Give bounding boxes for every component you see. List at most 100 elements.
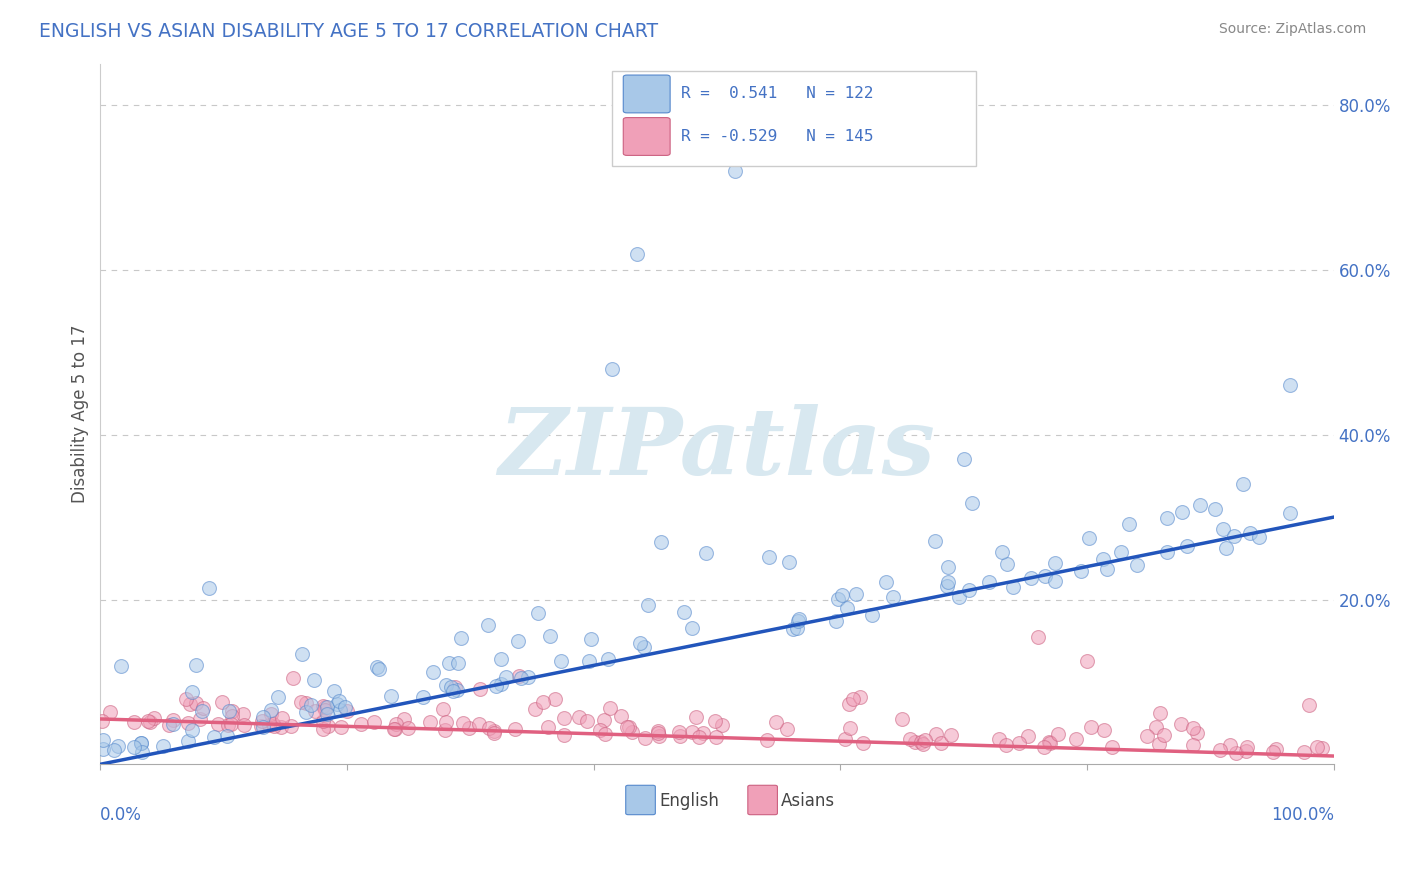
Text: English: English — [659, 792, 718, 810]
Point — [260, 706, 283, 721]
Point — [778, 556, 800, 570]
Point — [924, 533, 946, 548]
Point — [315, 699, 337, 714]
Point — [711, 717, 734, 731]
Point — [312, 722, 335, 736]
Point — [215, 729, 238, 743]
Point — [382, 723, 405, 737]
Point — [650, 534, 672, 549]
Point — [1239, 525, 1261, 540]
Point — [363, 714, 385, 729]
Point — [181, 723, 204, 737]
Point — [838, 697, 860, 711]
Point — [1046, 726, 1069, 740]
Point — [103, 743, 125, 757]
Point — [491, 652, 513, 666]
Point — [152, 739, 174, 754]
Point — [1026, 630, 1049, 644]
Point — [1264, 741, 1286, 756]
Text: ENGLISH VS ASIAN DISABILITY AGE 5 TO 17 CORRELATION CHART: ENGLISH VS ASIAN DISABILITY AGE 5 TO 17 … — [39, 22, 658, 41]
Point — [468, 717, 491, 731]
Point — [350, 717, 373, 731]
Point — [271, 711, 294, 725]
Point — [110, 659, 132, 673]
Point — [544, 692, 567, 706]
Point — [478, 722, 501, 736]
Point — [232, 718, 254, 732]
Point — [98, 705, 121, 719]
Point — [845, 587, 868, 601]
Point — [952, 452, 974, 467]
Point — [290, 695, 312, 709]
Point — [336, 704, 359, 718]
Point — [131, 745, 153, 759]
Point — [1234, 744, 1257, 758]
Text: Source: ZipAtlas.com: Source: ZipAtlas.com — [1219, 22, 1367, 37]
Point — [366, 660, 388, 674]
Point — [184, 696, 207, 710]
Point — [434, 723, 457, 737]
Point — [1118, 517, 1140, 532]
Point — [626, 246, 648, 260]
Point — [1149, 706, 1171, 720]
Point — [260, 703, 283, 717]
Point — [957, 583, 980, 598]
Point — [848, 690, 870, 704]
Point — [333, 699, 356, 714]
Point — [434, 678, 457, 692]
Point — [314, 699, 336, 714]
Point — [221, 709, 243, 723]
Point — [263, 719, 285, 733]
Point — [527, 606, 550, 620]
Point — [323, 684, 346, 698]
Point — [991, 544, 1014, 558]
Point — [174, 691, 197, 706]
Point — [703, 714, 725, 729]
Point — [695, 546, 717, 560]
Point — [647, 726, 669, 740]
Point — [477, 617, 499, 632]
Point — [252, 714, 274, 729]
Point — [599, 701, 621, 715]
Point — [312, 714, 335, 728]
Point — [1144, 720, 1167, 734]
FancyBboxPatch shape — [626, 785, 655, 814]
Point — [841, 692, 863, 706]
Point — [911, 738, 934, 752]
Point — [1236, 740, 1258, 755]
Point — [437, 656, 460, 670]
Point — [1247, 531, 1270, 545]
Point — [143, 711, 166, 725]
Point — [1298, 698, 1320, 712]
Point — [724, 164, 747, 178]
Point — [207, 716, 229, 731]
Point — [447, 656, 470, 670]
Point — [329, 703, 352, 717]
Point — [367, 663, 389, 677]
Text: ZIPatlas: ZIPatlas — [499, 404, 935, 494]
Point — [451, 715, 474, 730]
FancyBboxPatch shape — [623, 75, 671, 113]
Point — [138, 714, 160, 729]
Point — [550, 654, 572, 668]
Point — [1182, 739, 1205, 753]
Point — [929, 735, 952, 749]
Point — [786, 621, 808, 635]
Point — [1310, 740, 1333, 755]
Point — [1039, 736, 1062, 750]
Point — [1080, 721, 1102, 735]
Point — [177, 734, 200, 748]
Point — [1219, 738, 1241, 752]
Text: Asians: Asians — [782, 792, 835, 810]
Point — [198, 581, 221, 595]
Point — [1292, 745, 1315, 759]
Point — [1232, 477, 1254, 491]
Point — [925, 727, 948, 741]
Point — [91, 742, 114, 756]
Point — [1209, 743, 1232, 757]
Point — [180, 684, 202, 698]
Point — [316, 706, 339, 721]
Point — [394, 712, 416, 726]
Text: 100.0%: 100.0% — [1271, 806, 1334, 824]
Point — [90, 714, 112, 729]
